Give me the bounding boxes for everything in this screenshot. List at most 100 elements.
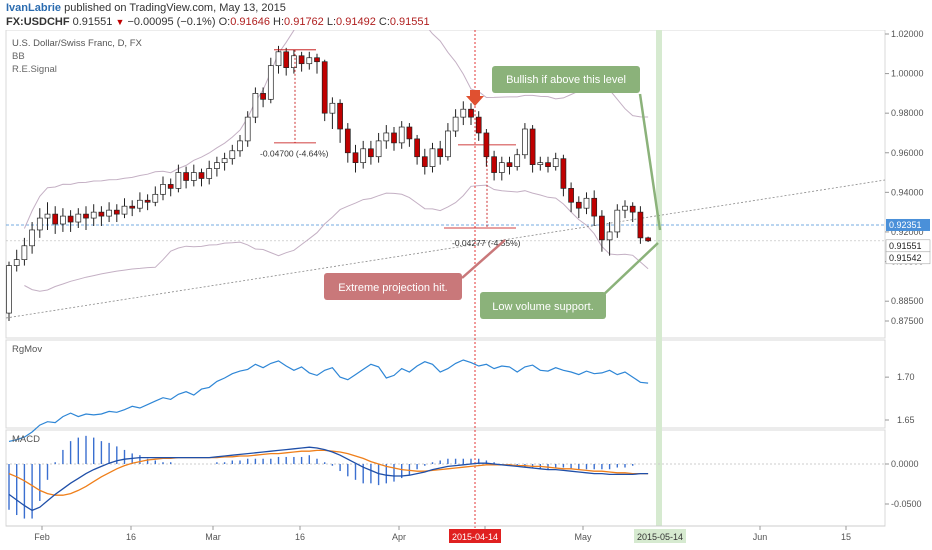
candle-body (552, 158, 559, 167)
x-tick-label: Feb (34, 532, 50, 542)
candle-body (206, 168, 213, 179)
candle-body (90, 211, 97, 219)
candle-body (560, 158, 567, 189)
high-value: 0.91762 (284, 16, 324, 28)
candle-body (475, 116, 482, 134)
date-tag-green (634, 529, 686, 543)
lowvol-pointer (599, 242, 659, 299)
candle-body (383, 132, 390, 142)
candle-body (167, 184, 174, 189)
candle-body (190, 172, 197, 181)
price-change: −0.00095 (−0.1%) (127, 16, 216, 28)
candle-body (522, 128, 528, 156)
candle-body (283, 51, 290, 68)
price-tick-label: 1.00000 (891, 69, 924, 79)
candle-body (237, 140, 243, 152)
candle-body (298, 55, 305, 65)
x-tick-label: 16 (126, 532, 136, 542)
x-tick-label: Apr (392, 532, 406, 542)
publisher-line: IvanLabrie published on TradingView.com,… (6, 2, 286, 14)
candle-body (498, 162, 505, 173)
x-tick-label: 15 (841, 532, 851, 542)
candle-body (421, 156, 428, 167)
price-tick-label: 0.92000 (891, 227, 924, 237)
date-tag-red (449, 529, 501, 543)
candle-body (52, 213, 59, 225)
candle-body (160, 184, 166, 195)
low-label: L: (326, 16, 337, 28)
candle-body (252, 93, 259, 118)
price-tag-label: 0.92351 (889, 220, 922, 230)
trend-line (5, 179, 886, 319)
candle-body (75, 213, 82, 223)
candle-body (352, 152, 359, 164)
candle-body (306, 57, 313, 65)
candle-body (637, 211, 644, 239)
candle-body (391, 132, 397, 144)
date-tag-green-label: 2015-05-14 (637, 532, 683, 542)
candle-body (60, 215, 66, 225)
candle-body (67, 215, 74, 223)
bollinger-upper-line (23, 30, 649, 229)
extreme-callout (324, 273, 462, 300)
price-tag-close (885, 251, 931, 265)
candle-body (98, 211, 105, 217)
author-link[interactable]: IvanLabrie (6, 2, 62, 14)
down-arrow-icon (466, 90, 484, 106)
candle-body (460, 108, 467, 118)
candle-body (144, 199, 151, 203)
candle-body (514, 154, 521, 167)
candle-body (275, 51, 282, 67)
macd-label: MACD (12, 434, 40, 445)
candle-body (198, 172, 205, 179)
extreme-callout-text: Extreme projection hit. (338, 282, 447, 294)
candle-body (491, 156, 497, 173)
chart-header: IvanLabrie published on TradingView.com,… (0, 0, 932, 30)
candle-body (267, 65, 274, 100)
symbol-label[interactable]: FX:USDCHF (6, 16, 70, 28)
lowvol-callout (480, 292, 606, 319)
rgmov-line (8, 359, 649, 442)
candle-body (244, 116, 251, 142)
date-tag-red-label: 2015-04-14 (452, 532, 498, 542)
price-tick-label: 0.98000 (891, 108, 924, 118)
extreme-pointer (461, 239, 506, 279)
candle-body (83, 213, 89, 219)
rgmov-label: RgMov (12, 344, 42, 355)
price-tag-label: 0.91542 (889, 253, 922, 263)
candle-body (221, 158, 228, 164)
candle-body (606, 231, 613, 241)
candle-body (260, 93, 266, 100)
candle-body (622, 205, 628, 211)
candle-body (398, 126, 405, 144)
bullish-callout-text: Bullish if above this level (506, 74, 626, 86)
candle-body (137, 199, 143, 209)
candle-body (106, 209, 112, 217)
price-tick-label: 0.94000 (891, 187, 924, 197)
rgmov-tick-label: 1.70 (897, 372, 915, 382)
down-triangle-icon: ▼ (115, 17, 125, 27)
macd-tick-label: 0.0000 (891, 459, 919, 469)
macd-line (8, 446, 649, 512)
candle-body (344, 128, 351, 154)
candle-body (537, 162, 544, 165)
candle-body (575, 201, 582, 209)
candle-body (429, 148, 436, 167)
candle-body (375, 140, 382, 158)
chart-area[interactable]: 1.02000 1.00000 0.98000 0.96000 0.94000 0.920… (0, 30, 932, 550)
price-tick-label: 1.02000 (891, 30, 924, 39)
price-tick-label: 0.96000 (891, 148, 924, 158)
candle-body (13, 259, 20, 266)
macd-panel (5, 429, 886, 527)
candle-body (314, 57, 320, 63)
candle-body (445, 130, 451, 158)
x-tick-label: Jun (753, 532, 768, 542)
candle-body (452, 116, 459, 132)
candle-body (121, 205, 128, 215)
candle-body (568, 188, 574, 203)
candle-body (6, 265, 12, 314)
symbol-line: FX:USDCHF 0.91551 ▼ −0.00095 (−0.1%) O:0… (6, 16, 430, 28)
published-text: published on TradingView.com, May 13, 20… (64, 2, 286, 14)
candle-body (583, 197, 590, 209)
macd-tick-label: -0.0500 (891, 499, 922, 509)
